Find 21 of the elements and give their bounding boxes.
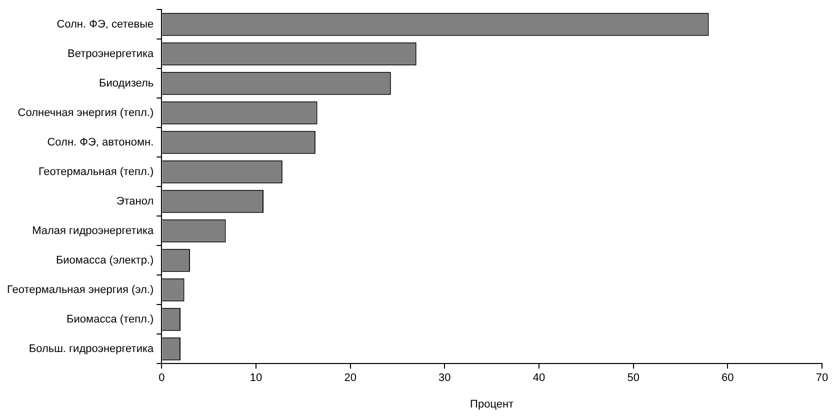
y-tick-label: Солнечная энергия (тепл.) xyxy=(18,106,154,119)
y-tick-label: Ветроэнергетика xyxy=(67,48,155,60)
x-tick-label: 50 xyxy=(627,372,640,384)
y-tick-label: Этанол xyxy=(116,195,154,208)
x-tick-label: 40 xyxy=(532,372,546,384)
x-tick-label: 70 xyxy=(816,372,828,384)
y-tick-label: Солн. ФЭ, автономн. xyxy=(47,136,154,148)
y-tick-label: Биомасса (тепл.) xyxy=(66,313,154,326)
y-tick-label: Геотермальная (тепл.) xyxy=(38,166,154,178)
y-tick-label: Солн. ФЭ, сетевые xyxy=(56,18,154,30)
y-tick-label: Геотермальная энергия (эл.) xyxy=(6,284,154,296)
x-tick-label: 30 xyxy=(438,372,451,384)
y-tick-label: Биодизель xyxy=(99,77,154,90)
y-tick-label: Больш. гидроэнергетика xyxy=(28,342,155,355)
x-tick-label: 0 xyxy=(158,372,165,384)
y-tick-label: Малая гидроэнергетика xyxy=(32,224,155,237)
x-tick-label: 20 xyxy=(344,372,356,384)
x-axis-title: Процент xyxy=(470,398,514,410)
x-tick-label: 60 xyxy=(722,372,734,384)
x-tick-label: 10 xyxy=(250,372,262,384)
y-tick-label: Биомасса (электр.) xyxy=(56,254,154,266)
